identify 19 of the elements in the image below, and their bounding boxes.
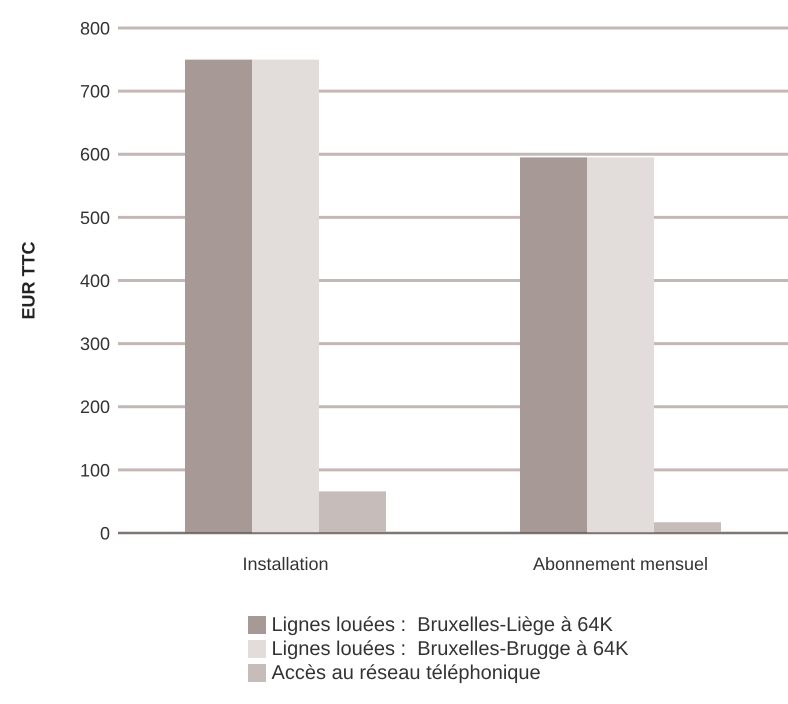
- legend-label: Accès au réseau téléphonique: [272, 661, 541, 685]
- bar: [520, 157, 587, 533]
- y-axis-title: EUR TTC: [18, 242, 38, 320]
- y-tick-label: 700: [80, 82, 110, 102]
- y-tick-label: 400: [80, 270, 110, 291]
- y-tick-label: 200: [80, 397, 110, 418]
- legend-label: Lignes louées : Bruxelles-Liège à 64K: [272, 613, 613, 637]
- bar: [185, 60, 252, 533]
- y-tick-label: 100: [80, 460, 110, 480]
- y-tick-label: 300: [80, 334, 110, 354]
- y-tick-label: 800: [80, 18, 110, 38]
- legend-label: Lignes louées : Bruxelles-Brugge à 64K: [272, 637, 628, 661]
- bar: [252, 60, 319, 533]
- y-tick-label: 600: [80, 144, 110, 165]
- bar: [587, 157, 654, 533]
- y-tick-label: 500: [80, 208, 110, 228]
- x-tick-label: Abonnement mensuel: [532, 554, 708, 574]
- x-tick-label: Installation: [242, 554, 329, 574]
- y-tick-label: 0: [100, 523, 110, 544]
